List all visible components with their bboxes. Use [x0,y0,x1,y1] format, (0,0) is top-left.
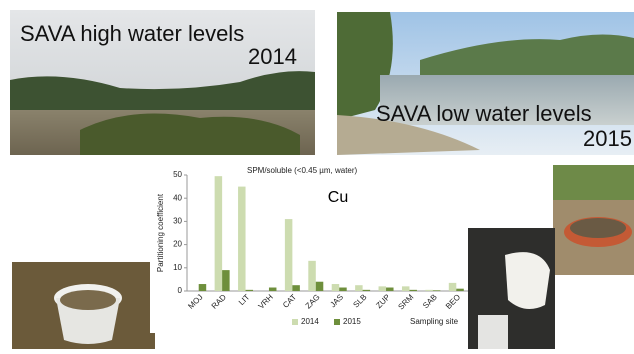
y-tick-label: 10 [173,263,182,272]
legend-label: 2014 [301,317,319,326]
bar [215,176,222,291]
bar [292,285,299,291]
y-axis-label: Partitioning coefficient [156,193,165,272]
bar [363,290,370,291]
bar [425,290,432,291]
photo-bucket [12,262,155,349]
bar [433,290,440,291]
caption-low: SAVA low water levels [376,101,592,126]
legend-label: 2015 [343,317,361,326]
bar [379,286,386,291]
bar [199,284,206,291]
x-axis-label: Sampling site [410,317,459,326]
bar [246,290,253,291]
legend-swatch [334,319,340,325]
slide: SAVA high water levels 2014 SAVA low wat… [0,0,634,349]
bar [269,288,276,291]
bar [456,289,463,291]
bar [355,285,362,291]
chart-title: SPM/soluble (<0.45 µm, water) [247,166,358,175]
legend-swatch [292,319,298,325]
y-tick-label: 50 [173,170,182,179]
photo-jug [468,228,555,349]
bar [402,286,409,291]
bar [386,288,393,291]
y-tick-label: 20 [173,240,182,249]
bar [339,288,346,291]
caption-high-year: 2014 [248,44,297,69]
bar [332,284,339,291]
bar [308,261,315,291]
y-tick-label: 0 [178,286,183,295]
bar [238,187,245,291]
bar [409,290,416,291]
photo-pots [553,165,634,275]
bar [316,282,323,291]
annotation: Cu [328,189,348,206]
bar [285,219,292,291]
y-tick-label: 40 [173,193,182,202]
caption-high: SAVA high water levels [20,21,244,46]
caption-low-year: 2015 [583,126,632,151]
bar [222,270,229,291]
bar [449,283,456,291]
y-tick-label: 30 [173,217,182,226]
